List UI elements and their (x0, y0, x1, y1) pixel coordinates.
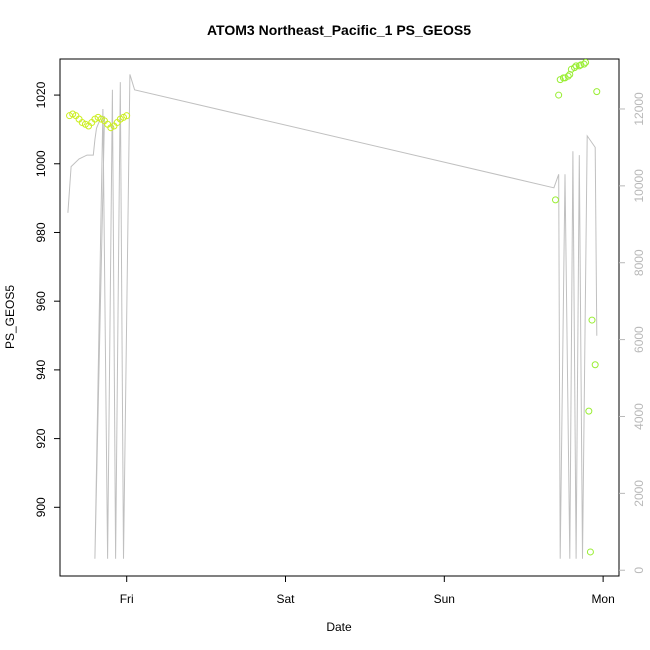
data-point (555, 91, 563, 99)
y2-tick-label: 6000 (632, 326, 646, 353)
x-axis: Fri Sat Sun Mon (120, 576, 615, 606)
data-point (564, 72, 572, 80)
y-tick-label: 960 (34, 291, 48, 311)
data-point (575, 62, 583, 70)
y2-tick-label: 4000 (632, 403, 646, 430)
y-tick-label: 980 (34, 222, 48, 242)
data-point (593, 88, 601, 96)
series-line (67, 74, 598, 559)
data-point (571, 64, 579, 72)
y-axis-label: PS_GEOS5 (3, 285, 17, 349)
data-points (66, 58, 601, 556)
data-point (123, 112, 131, 120)
chart-title: ATOM3 Northeast_Pacific_1 PS_GEOS5 (207, 22, 471, 38)
y-tick-label: 920 (34, 428, 48, 448)
data-point (551, 196, 559, 204)
y-tick-label: 1020 (34, 81, 48, 108)
y2-tick-label: 8000 (632, 249, 646, 276)
data-point (582, 58, 590, 66)
data-point (585, 407, 593, 415)
data-point (572, 62, 580, 70)
data-point (591, 361, 599, 369)
x-axis-label: Date (326, 620, 352, 634)
y2-tick-label: 10000 (632, 169, 646, 203)
y2-axis: 0 2000 4000 6000 8000 10000 12000 (619, 92, 646, 574)
y2-tick-label: 0 (632, 567, 646, 574)
data-point (586, 548, 594, 556)
y2-tick-label: 12000 (632, 92, 646, 126)
data-point (588, 316, 596, 324)
y-tick-label: 1000 (34, 150, 48, 177)
x-tick-label: Mon (591, 592, 614, 606)
y-tick-label: 940 (34, 360, 48, 380)
y-tick-label: 900 (34, 497, 48, 517)
sensor-line (67, 74, 598, 559)
y2-tick-label: 2000 (632, 480, 646, 507)
x-tick-label: Sat (276, 592, 295, 606)
data-point (580, 60, 588, 68)
x-tick-label: Sun (434, 592, 455, 606)
y-axis: 900 920 940 960 980 1000 1020 (34, 81, 60, 517)
x-tick-label: Fri (120, 592, 134, 606)
plot-frame (59, 58, 620, 577)
